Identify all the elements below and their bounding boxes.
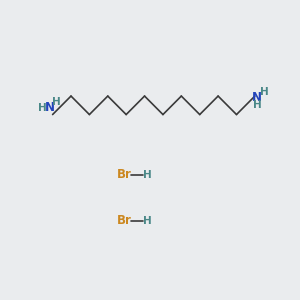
Text: H: H <box>143 169 152 180</box>
Text: H: H <box>143 216 152 226</box>
Text: H: H <box>253 100 262 110</box>
Text: H: H <box>38 103 47 112</box>
Text: Br: Br <box>117 214 131 227</box>
Text: H: H <box>260 87 268 97</box>
Text: N: N <box>45 101 55 114</box>
Text: Br: Br <box>117 168 131 181</box>
Text: N: N <box>252 91 262 104</box>
Text: H: H <box>52 97 61 106</box>
